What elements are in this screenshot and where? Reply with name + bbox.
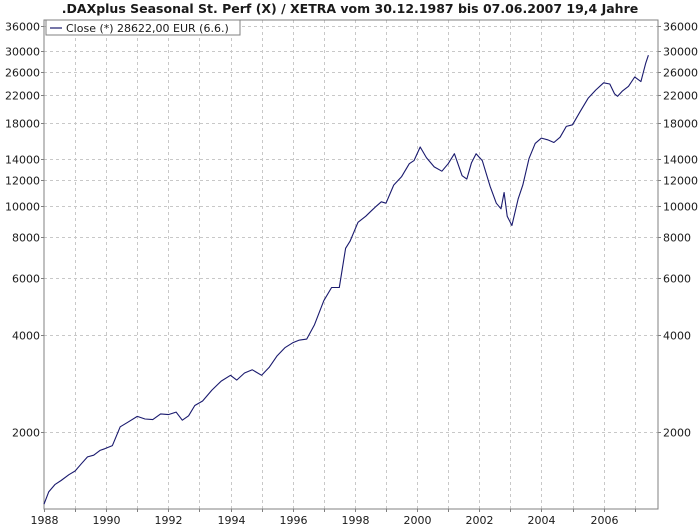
x-tick-label: 1994 bbox=[218, 514, 246, 525]
y-tick-label-right: 6000 bbox=[663, 273, 691, 286]
legend-label: Close (*) 28622,00 EUR (6.6.) bbox=[66, 22, 229, 35]
x-tick-label: 1992 bbox=[155, 514, 183, 525]
y-tick-label-right: 2000 bbox=[663, 427, 691, 440]
x-tick-label: 2002 bbox=[466, 514, 494, 525]
y-tick-label-left: 26000 bbox=[5, 67, 40, 80]
y-tick-label-right: 8000 bbox=[663, 232, 691, 245]
y-tick-label-right: 18000 bbox=[663, 118, 698, 131]
y-tick-label-left: 18000 bbox=[5, 118, 40, 131]
y-tick-label-left: 14000 bbox=[5, 154, 40, 167]
chart-title: .DAXplus Seasonal St. Perf (X) / XETRA v… bbox=[62, 1, 638, 16]
y-tick-label-right: 26000 bbox=[663, 67, 698, 80]
legend-box bbox=[45, 19, 241, 36]
y-tick-label-right: 12000 bbox=[663, 175, 698, 188]
y-tick-label-left: 2000 bbox=[12, 427, 40, 440]
series-line-close bbox=[43, 55, 649, 505]
x-tick-label: 2006 bbox=[591, 514, 619, 525]
x-tick-label: 1988 bbox=[31, 514, 59, 525]
y-tick-label-left: 4000 bbox=[12, 330, 40, 343]
y-tick-label-left: 12000 bbox=[5, 175, 40, 188]
y-tick-label-left: 8000 bbox=[12, 232, 40, 245]
x-tick-label: 2004 bbox=[528, 514, 556, 525]
y-tick-label-left: 10000 bbox=[5, 201, 40, 214]
x-tick-label: 2000 bbox=[404, 514, 432, 525]
x-tick-label: 1996 bbox=[280, 514, 308, 525]
y-tick-label-right: 30000 bbox=[663, 46, 698, 59]
y-tick-label-left: 36000 bbox=[5, 21, 40, 34]
y-tick-label-left: 30000 bbox=[5, 46, 40, 59]
y-tick-label-right: 14000 bbox=[663, 154, 698, 167]
x-tick-label: 1990 bbox=[93, 514, 121, 525]
y-tick-label-right: 36000 bbox=[663, 21, 698, 34]
y-tick-label-left: 6000 bbox=[12, 273, 40, 286]
y-tick-label-right: 10000 bbox=[663, 201, 698, 214]
y-tick-label-left: 22000 bbox=[5, 90, 40, 103]
x-tick-label: 1998 bbox=[342, 514, 370, 525]
axis-ticks: 2000 2000 4000 4000 6000 6000 8000 8000 10000 100… bbox=[5, 21, 698, 528]
y-tick-label-right: 4000 bbox=[663, 330, 691, 343]
legend: Close (*) 28622,00 EUR (6.6.) bbox=[45, 19, 241, 36]
y-tick-label-right: 22000 bbox=[663, 90, 698, 103]
plot-frame bbox=[43, 19, 659, 510]
